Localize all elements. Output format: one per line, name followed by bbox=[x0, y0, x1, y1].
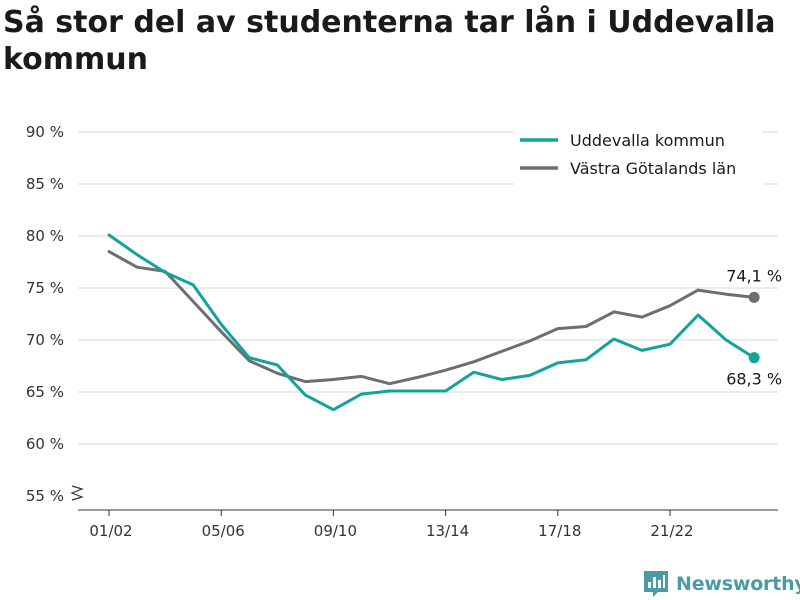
series-end-label: 74,1 % bbox=[726, 266, 782, 285]
y-tick-label: 80 % bbox=[26, 227, 64, 245]
series-line bbox=[107, 233, 756, 412]
x-tick-label: 13/14 bbox=[426, 522, 469, 540]
bar-chart-logo-icon bbox=[644, 571, 668, 597]
y-axis-ticks: 55 % 60 % 65 % 70 % 75 % 80 % 85 % 90 % bbox=[26, 123, 84, 505]
x-tick-label: 21/22 bbox=[650, 522, 693, 540]
y-tick-label: 85 % bbox=[26, 175, 64, 193]
axis-break-icon bbox=[70, 485, 84, 501]
series-end-dot bbox=[748, 352, 760, 364]
y-tick-label: 55 % bbox=[26, 487, 64, 505]
brand-name: Newsworthy bbox=[676, 573, 800, 595]
x-tick-label: 05/06 bbox=[202, 522, 245, 540]
x-tick-label: 17/18 bbox=[538, 522, 581, 540]
legend-label: Västra Götalands län bbox=[570, 159, 736, 178]
brand-logo: Newsworthy bbox=[644, 569, 800, 599]
legend-label: Uddevalla kommun bbox=[570, 131, 725, 150]
x-tick-label: 01/02 bbox=[89, 522, 132, 540]
y-tick-label: 70 % bbox=[26, 331, 64, 349]
chart-title: Så stor del av studenterna tar lån i Udd… bbox=[3, 5, 776, 77]
series-line bbox=[107, 250, 756, 386]
legend-background bbox=[514, 127, 762, 185]
series-end-label: 68,3 % bbox=[726, 370, 782, 389]
series-lines: 74,1 % 68,3 % bbox=[107, 233, 782, 412]
x-axis: 01/02 05/06 09/10 13/14 17/18 21/22 bbox=[78, 509, 778, 540]
x-tick-label: 09/10 bbox=[314, 522, 357, 540]
y-tick-label: 60 % bbox=[26, 435, 64, 453]
legend: Uddevalla kommun Västra Götalands län bbox=[514, 127, 762, 185]
y-tick-label: 75 % bbox=[26, 279, 64, 297]
series-end-dot bbox=[748, 291, 760, 303]
y-tick-label: 90 % bbox=[26, 123, 64, 141]
y-tick-label: 65 % bbox=[26, 383, 64, 401]
